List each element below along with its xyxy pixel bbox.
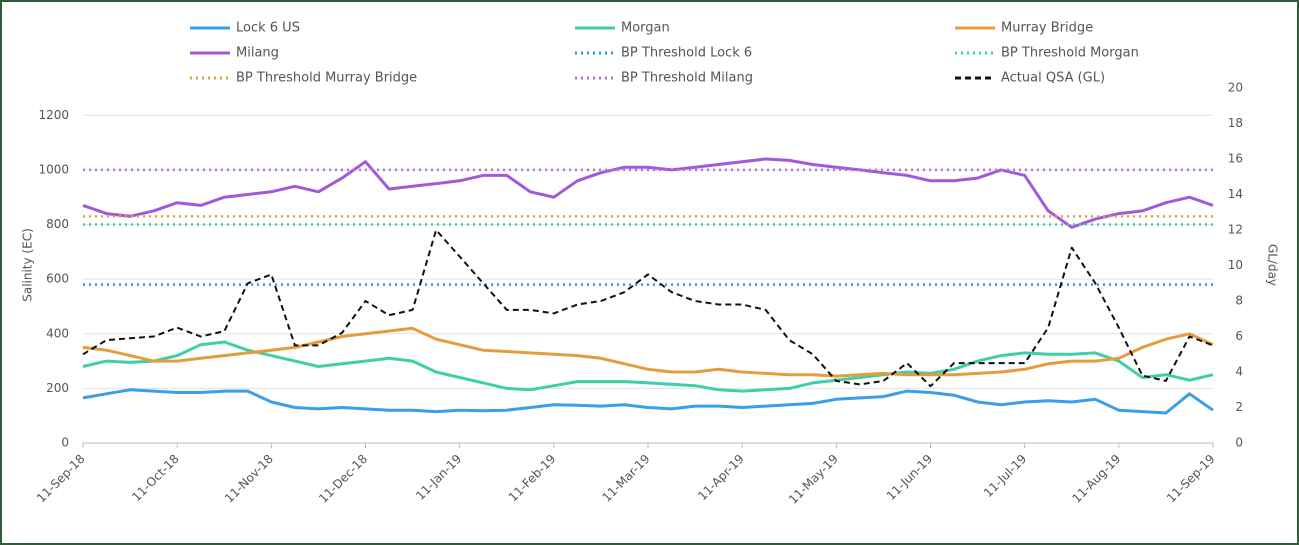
y2-tick-label: 2 — [1235, 400, 1243, 414]
legend-label: Milang — [236, 46, 279, 61]
y2-tick-label: 10 — [1228, 258, 1243, 272]
series-line — [82, 326, 1214, 378]
series-line — [82, 157, 1214, 229]
legend-label: Actual QSA (GL) — [1001, 71, 1105, 86]
y2-tick-label: 16 — [1228, 152, 1243, 166]
legend-label: Lock 6 US — [236, 21, 300, 36]
series-line — [82, 388, 1214, 415]
y2-tick-label: 4 — [1235, 365, 1243, 379]
legend-label: BP Threshold Milang — [621, 71, 753, 86]
legend-label: Morgan — [621, 21, 670, 36]
y2-tick-label: 6 — [1235, 329, 1243, 343]
y-tick-label: 400 — [46, 326, 69, 340]
legend-label: BP Threshold Lock 6 — [621, 46, 752, 61]
legend-label: Murray Bridge — [1001, 21, 1093, 36]
series-line — [82, 229, 1214, 388]
series-line — [82, 340, 1214, 393]
y2-tick-label: 0 — [1235, 436, 1243, 450]
y2-axis-label: GL/day — [1266, 244, 1280, 286]
y-axis-label: Salinity (EC) — [21, 228, 35, 302]
y-tick-label: 200 — [46, 381, 69, 395]
y-tick-label: 600 — [46, 272, 69, 286]
y2-tick-label: 20 — [1228, 81, 1243, 95]
y2-tick-label: 18 — [1228, 116, 1243, 130]
y2-tick-label: 8 — [1235, 294, 1243, 308]
y2-tick-label: 14 — [1228, 187, 1243, 201]
legend-label: BP Threshold Morgan — [1001, 46, 1139, 61]
legend-label: BP Threshold Murray Bridge — [236, 71, 417, 86]
y-tick-label: 1000 — [38, 162, 69, 176]
y-tick-label: 0 — [61, 436, 69, 450]
y-tick-label: 1200 — [38, 108, 69, 122]
y2-tick-label: 12 — [1228, 223, 1243, 237]
y-tick-label: 800 — [46, 217, 69, 231]
